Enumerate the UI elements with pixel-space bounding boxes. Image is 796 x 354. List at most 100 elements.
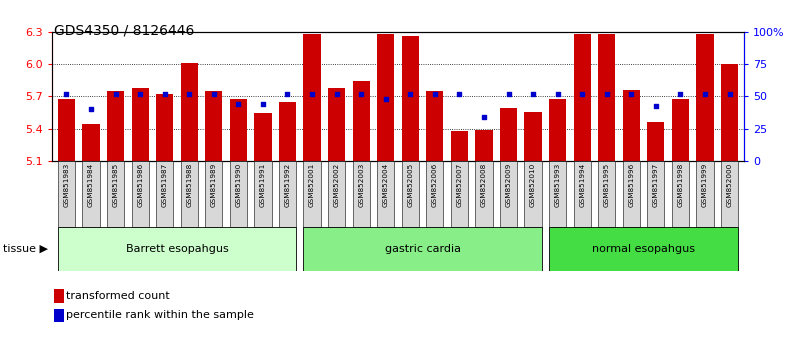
Text: GSM851994: GSM851994 <box>579 163 585 207</box>
Text: GSM851988: GSM851988 <box>186 163 193 207</box>
Point <box>650 103 662 108</box>
Bar <box>107 91 124 161</box>
Text: GSM851998: GSM851998 <box>677 163 684 207</box>
Text: GSM851987: GSM851987 <box>162 163 168 207</box>
Text: GSM851989: GSM851989 <box>211 163 217 207</box>
Bar <box>500 108 517 161</box>
Point <box>478 114 490 120</box>
Text: GSM852005: GSM852005 <box>408 163 413 207</box>
Bar <box>475 130 493 161</box>
Bar <box>622 90 640 161</box>
Bar <box>451 131 468 161</box>
FancyBboxPatch shape <box>181 161 198 227</box>
Point <box>723 91 736 97</box>
Point <box>355 91 368 97</box>
Point <box>380 96 392 102</box>
Bar <box>721 64 738 161</box>
Text: tissue ▶: tissue ▶ <box>3 244 49 253</box>
Text: GSM852004: GSM852004 <box>383 163 388 207</box>
Point <box>625 91 638 97</box>
Text: GSM851996: GSM851996 <box>628 163 634 207</box>
Bar <box>525 112 541 161</box>
FancyBboxPatch shape <box>500 161 517 227</box>
Point <box>158 91 171 97</box>
FancyBboxPatch shape <box>353 161 370 227</box>
Text: GSM852008: GSM852008 <box>481 163 487 207</box>
Bar <box>328 88 345 161</box>
FancyBboxPatch shape <box>255 161 271 227</box>
Point <box>428 91 441 97</box>
Text: GSM852009: GSM852009 <box>505 163 512 207</box>
Text: GSM851997: GSM851997 <box>653 163 659 207</box>
FancyBboxPatch shape <box>672 161 689 227</box>
FancyBboxPatch shape <box>598 161 615 227</box>
FancyBboxPatch shape <box>525 161 541 227</box>
Point <box>404 91 416 97</box>
Bar <box>131 88 149 161</box>
FancyBboxPatch shape <box>279 161 296 227</box>
FancyBboxPatch shape <box>721 161 738 227</box>
Text: GSM851983: GSM851983 <box>64 163 69 207</box>
Point <box>527 91 540 97</box>
Text: GSM852000: GSM852000 <box>727 163 732 207</box>
Bar <box>230 99 247 161</box>
Point <box>453 91 466 97</box>
Text: GSM851984: GSM851984 <box>88 163 94 207</box>
Bar <box>574 34 591 161</box>
Bar <box>647 122 665 161</box>
Bar <box>205 91 222 161</box>
FancyBboxPatch shape <box>131 161 149 227</box>
Bar <box>279 102 296 161</box>
Text: GSM851992: GSM851992 <box>284 163 291 207</box>
Bar <box>303 34 321 161</box>
Bar <box>181 63 198 161</box>
FancyBboxPatch shape <box>549 227 738 271</box>
FancyBboxPatch shape <box>622 161 640 227</box>
Text: GSM852003: GSM852003 <box>358 163 364 207</box>
Point <box>699 91 712 97</box>
Point <box>208 91 220 97</box>
Text: percentile rank within the sample: percentile rank within the sample <box>66 310 254 320</box>
Point <box>183 91 196 97</box>
FancyBboxPatch shape <box>107 161 124 227</box>
Point <box>60 91 73 97</box>
Bar <box>83 125 100 161</box>
Text: Barrett esopahgus: Barrett esopahgus <box>126 244 228 254</box>
Text: GSM851986: GSM851986 <box>137 163 143 207</box>
Text: GSM852002: GSM852002 <box>334 163 340 207</box>
Text: gastric cardia: gastric cardia <box>384 244 461 254</box>
Text: GSM852007: GSM852007 <box>456 163 462 207</box>
Text: transformed count: transformed count <box>66 291 170 301</box>
Point <box>134 91 146 97</box>
Text: GSM851985: GSM851985 <box>112 163 119 207</box>
FancyBboxPatch shape <box>205 161 222 227</box>
Text: normal esopahgus: normal esopahgus <box>592 244 695 254</box>
Bar <box>156 94 174 161</box>
FancyBboxPatch shape <box>58 161 75 227</box>
Point <box>502 91 515 97</box>
Point <box>281 91 294 97</box>
FancyBboxPatch shape <box>574 161 591 227</box>
FancyBboxPatch shape <box>647 161 665 227</box>
Text: GDS4350 / 8126446: GDS4350 / 8126446 <box>54 23 194 37</box>
Bar <box>549 99 566 161</box>
Bar <box>353 81 370 161</box>
Text: GSM851991: GSM851991 <box>260 163 266 207</box>
FancyBboxPatch shape <box>451 161 468 227</box>
FancyBboxPatch shape <box>303 161 321 227</box>
FancyBboxPatch shape <box>328 161 345 227</box>
FancyBboxPatch shape <box>83 161 100 227</box>
Point <box>552 91 564 97</box>
Text: GSM851995: GSM851995 <box>603 163 610 207</box>
FancyBboxPatch shape <box>402 161 419 227</box>
Point <box>306 91 318 97</box>
FancyBboxPatch shape <box>549 161 566 227</box>
Text: GSM852010: GSM852010 <box>530 163 536 207</box>
Point <box>600 91 613 97</box>
Point <box>109 91 122 97</box>
FancyBboxPatch shape <box>230 161 247 227</box>
Bar <box>255 113 271 161</box>
Text: GSM851993: GSM851993 <box>555 163 560 207</box>
FancyBboxPatch shape <box>426 161 443 227</box>
Bar <box>598 34 615 161</box>
